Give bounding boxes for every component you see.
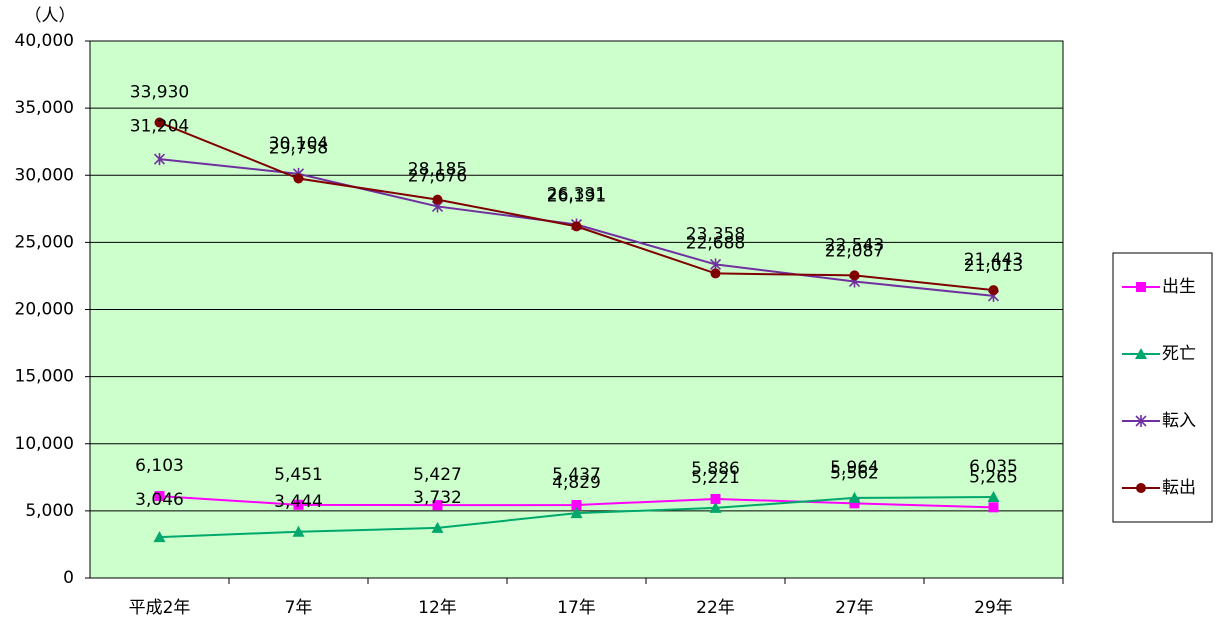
data-label: 5,221 xyxy=(691,468,740,488)
data-label: 33,930 xyxy=(130,82,189,102)
point xyxy=(710,268,721,279)
data-label: 26,331 xyxy=(547,185,606,205)
data-label: 6,103 xyxy=(135,456,184,476)
x-tick-label: 7年 xyxy=(285,598,313,618)
y-unit-label: （人） xyxy=(25,6,76,26)
point xyxy=(431,521,444,533)
legend-marker xyxy=(1135,415,1147,427)
point xyxy=(848,491,861,503)
x-tick-label: 29年 xyxy=(974,598,1013,618)
data-label: 27,676 xyxy=(408,166,467,186)
data-label: 6,035 xyxy=(969,457,1018,477)
legend-label: 出生 xyxy=(1162,277,1196,297)
data-label: 31,204 xyxy=(130,116,189,136)
point xyxy=(849,498,860,509)
data-label: 29,758 xyxy=(269,138,328,158)
legend-box xyxy=(1112,252,1213,523)
data-label: 28,185 xyxy=(408,160,467,180)
y-tick-label: 35,000 xyxy=(15,98,74,118)
data-label: 5,427 xyxy=(413,465,462,485)
data-label: 21,013 xyxy=(964,256,1023,276)
point xyxy=(153,531,166,543)
y-tick-label: 30,000 xyxy=(15,165,74,185)
point xyxy=(710,493,721,504)
data-label: 22,688 xyxy=(686,233,745,253)
y-tick-label: 10,000 xyxy=(15,434,74,454)
x-tick-label: 平成2年 xyxy=(129,598,191,618)
point xyxy=(849,270,860,281)
data-label: 5,437 xyxy=(552,465,601,485)
y-tick-label: 5,000 xyxy=(25,501,74,521)
x-tick-label: 22年 xyxy=(696,598,735,618)
point xyxy=(988,502,999,513)
y-tick-label: 15,000 xyxy=(15,367,74,387)
y-tick-label: 25,000 xyxy=(15,232,74,252)
point xyxy=(987,490,1000,502)
point xyxy=(292,525,305,537)
data-label: 3,444 xyxy=(274,492,323,512)
data-label: 4,829 xyxy=(552,473,601,493)
x-tick-label: 12年 xyxy=(418,598,457,618)
legend-label: 転出 xyxy=(1162,478,1196,498)
point xyxy=(153,153,166,166)
point xyxy=(570,507,583,519)
data-label: 3,046 xyxy=(135,490,184,510)
x-tick-label: 27年 xyxy=(835,598,874,618)
point xyxy=(571,500,582,511)
data-label: 26,191 xyxy=(547,186,606,206)
data-label: 21,443 xyxy=(964,250,1023,270)
point xyxy=(432,194,443,205)
legend-label: 死亡 xyxy=(1162,344,1196,364)
legend-marker xyxy=(1136,282,1146,292)
point xyxy=(293,173,304,184)
legend-marker xyxy=(1136,483,1146,493)
point xyxy=(432,500,443,511)
data-label: 22,087 xyxy=(825,241,884,261)
data-label: 5,886 xyxy=(691,459,740,479)
point xyxy=(988,285,999,296)
data-label: 5,964 xyxy=(830,458,879,478)
y-tick-label: 0 xyxy=(63,568,74,588)
x-tick-label: 17年 xyxy=(557,598,596,618)
point xyxy=(571,221,582,232)
data-label: 22,543 xyxy=(825,235,884,255)
data-label: 23,358 xyxy=(686,224,745,244)
data-label: 3,732 xyxy=(413,488,462,508)
point xyxy=(154,117,165,128)
point xyxy=(154,491,165,502)
data-label: 5,265 xyxy=(969,467,1018,487)
legend-label: 転入 xyxy=(1162,411,1196,431)
point xyxy=(293,499,304,510)
data-label: 30,104 xyxy=(269,134,328,154)
legend-marker xyxy=(1135,348,1147,359)
data-label: 5,562 xyxy=(830,463,879,483)
y-tick-label: 20,000 xyxy=(15,300,74,320)
point xyxy=(709,501,722,513)
y-tick-label: 40,000 xyxy=(15,31,74,51)
data-label: 5,451 xyxy=(274,465,323,485)
